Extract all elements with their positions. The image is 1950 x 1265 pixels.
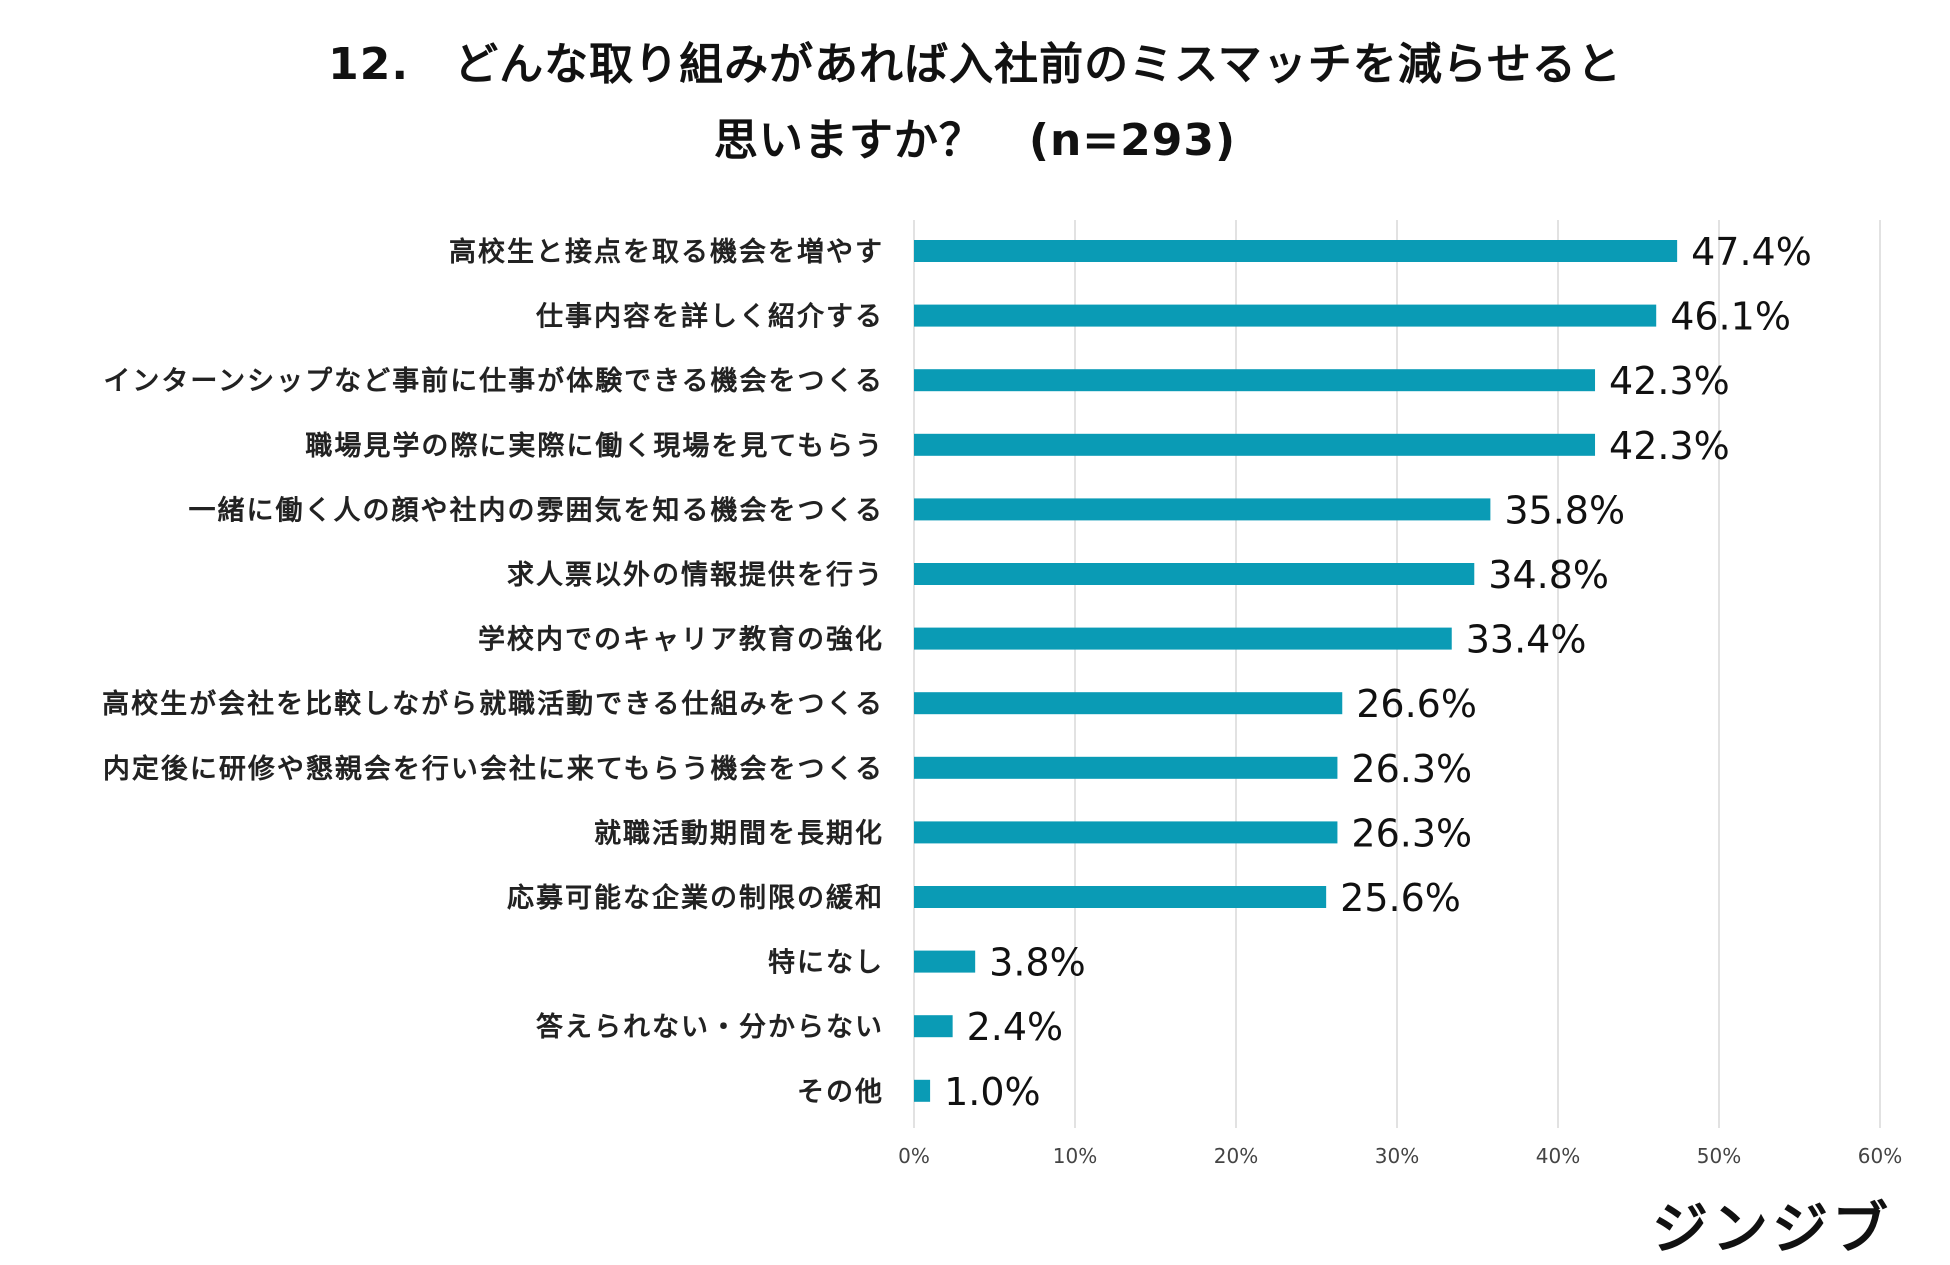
value-label: 26.3% [1351, 747, 1472, 791]
bar [914, 692, 1343, 715]
x-tick-label: 60% [1858, 1144, 1902, 1168]
category-label: 職場見学の際に実際に働く現場を見てもらう [305, 430, 884, 462]
x-tick-label: 50% [1697, 1144, 1741, 1168]
category-label: その他 [797, 1077, 884, 1108]
value-label: 47.4% [1691, 230, 1812, 274]
bar [914, 821, 1338, 844]
bar [914, 563, 1475, 585]
bar [914, 886, 1327, 908]
value-label: 35.8% [1504, 488, 1625, 532]
category-label: 求人票以外の情報提供を行う [507, 559, 884, 591]
gridlines [913, 220, 1881, 1128]
category-label: 特になし [768, 948, 884, 979]
x-tick-label: 20% [1214, 1144, 1258, 1168]
bar [914, 1015, 953, 1038]
category-label: 就職活動期間を長期化 [594, 818, 884, 849]
bar [914, 433, 1596, 456]
category-label: 内定後に研修や懇親会を行い会社に来てもらう機会をつくる [103, 753, 884, 785]
value-label: 2.4% [967, 1005, 1064, 1049]
value-label: 26.6% [1356, 682, 1477, 726]
value-label: 3.8% [989, 941, 1086, 985]
value-label: 25.6% [1340, 876, 1461, 920]
category-labels: 高校生と接点を取る機会を増やす仕事内容を詳しく紹介するインターンシップなど事前に… [102, 236, 884, 1108]
category-label: インターンシップなど事前に仕事が体験できる機会をつくる [103, 365, 884, 397]
x-tick-label: 10% [1053, 1144, 1097, 1168]
category-label: 一緒に働く人の顔や社内の雰囲気を知る機会をつくる [189, 494, 884, 526]
value-label: 1.0% [944, 1070, 1041, 1114]
bar [914, 1079, 931, 1102]
value-label: 33.4% [1466, 618, 1587, 662]
bars [914, 240, 1678, 1102]
bar [914, 240, 1678, 262]
category-label: 答えられない・分からない [536, 1011, 884, 1043]
bar [914, 950, 976, 973]
bar [914, 756, 1338, 779]
bar-chart: 高校生と接点を取る機会を増やす仕事内容を詳しく紹介するインターンシップなど事前に… [102, 220, 1902, 1168]
value-label: 46.1% [1670, 295, 1791, 339]
x-axis-tick-labels: 0% 10% 20% 30% 40% 50% 60% [898, 1144, 1902, 1168]
category-label: 学校内でのキャリア教育の強化 [478, 624, 884, 656]
value-labels: 47.4% 46.1% 42.3% 42.3% 35.8% 34.8% 33.4% 26.6%… [944, 230, 1812, 1114]
category-label: 高校生と接点を取る機会を増やす [449, 236, 884, 268]
category-label: 高校生が会社を比較しながら就職活動できる仕組みをつくる [102, 688, 884, 720]
bar [914, 304, 1657, 327]
bar [914, 627, 1452, 650]
x-tick-label: 30% [1375, 1144, 1419, 1168]
value-label: 42.3% [1609, 424, 1730, 468]
bar [914, 498, 1491, 521]
brand-logo: ジンジブ [1652, 1197, 1892, 1262]
value-label: 42.3% [1609, 359, 1730, 403]
bar [914, 369, 1596, 392]
value-label: 34.8% [1488, 553, 1609, 597]
category-label: 仕事内容を詳しく紹介する [535, 301, 884, 333]
chart-title-line-1: 12. どんな取り組みがあれば入社前のミスマッチを減らせると [328, 39, 1622, 90]
x-tick-label: 40% [1536, 1144, 1580, 1168]
chart-title-line-2: 思いますか？ (n=293) [713, 115, 1237, 166]
value-label: 26.3% [1351, 811, 1472, 855]
x-tick-label: 0% [898, 1144, 930, 1168]
category-label: 応募可能な企業の制限の緩和 [507, 882, 884, 914]
